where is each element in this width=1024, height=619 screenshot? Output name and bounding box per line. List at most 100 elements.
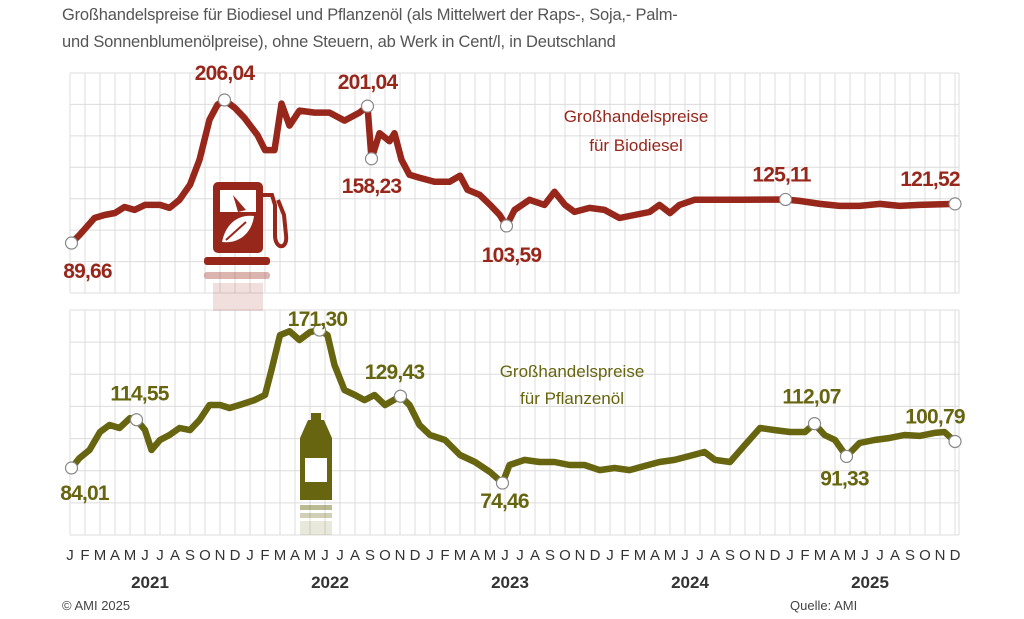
annotation-marker	[217, 93, 232, 107]
annotation-marker	[839, 449, 854, 464]
x-tick-label: J	[426, 547, 434, 564]
x-tick-label: F	[80, 547, 89, 564]
x-tick-label: O	[379, 547, 391, 564]
x-year-label: 2021	[131, 573, 169, 592]
x-tick-label: M	[484, 547, 497, 564]
annotation-marker	[778, 192, 793, 207]
data-label: 171,30	[288, 308, 348, 331]
x-tick-label: J	[696, 547, 704, 564]
x-tick-label: O	[919, 547, 931, 564]
series-label-pflanzenoel-line2: für Pflanzenöl	[520, 389, 624, 408]
annotation-marker	[807, 417, 822, 431]
x-tick-label: J	[861, 547, 869, 564]
x-tick-label: A	[110, 547, 120, 564]
x-tick-label: O	[739, 547, 751, 564]
x-tick-label: D	[230, 547, 241, 564]
annotation-markers: 89,66 206,04 201,04 158,23 103,59 125,11 121,5…	[60, 62, 965, 513]
x-tick-label: M	[454, 547, 467, 564]
x-tick-label: F	[800, 547, 809, 564]
x-tick-label: N	[395, 547, 406, 564]
x-tick-label: N	[215, 547, 226, 564]
x-tick-label: S	[905, 547, 915, 564]
x-tick-label: M	[124, 547, 137, 564]
x-tick-label: S	[365, 547, 375, 564]
pflanzenoel-price-line	[68, 326, 959, 487]
x-tick-label: J	[246, 547, 254, 564]
data-label: 201,04	[338, 71, 399, 94]
annotation-marker	[499, 219, 514, 233]
x-tick-label: A	[830, 547, 840, 564]
annotation-marker	[64, 236, 79, 250]
x-tick-label: A	[350, 547, 360, 564]
data-label: 114,55	[110, 383, 169, 406]
data-label: 91,33	[820, 467, 869, 490]
annotation-marker	[393, 389, 408, 403]
x-year-label: 2023	[491, 573, 529, 592]
data-label: 112,07	[782, 386, 840, 409]
x-tick-label: J	[141, 547, 149, 564]
x-tick-label: M	[844, 547, 857, 564]
data-label: 125,11	[752, 163, 811, 186]
x-tick-label: N	[935, 547, 946, 564]
x-tick-label: D	[590, 547, 601, 564]
x-tick-label: J	[786, 547, 794, 564]
x-year-label: 2025	[851, 573, 889, 592]
oil-bottle-icon	[300, 413, 332, 535]
series-label-biodiesel-line2: für Biodiesel	[589, 136, 683, 155]
x-tick-label: A	[170, 547, 180, 564]
x-tick-label: S	[545, 547, 555, 564]
fuel-pump-leaf-icon	[204, 182, 289, 311]
x-tick-label: A	[890, 547, 900, 564]
series-label-pflanzenoel-line1: Großhandelspreise	[500, 362, 645, 381]
x-tick-label: D	[770, 547, 781, 564]
x-tick-label: J	[516, 547, 524, 564]
annotation-marker	[129, 413, 144, 427]
chart-title-line2: und Sonnenblumenölpreise), ohne Steuern,…	[62, 33, 616, 51]
x-tick-label: F	[440, 547, 449, 564]
data-label: 100,79	[905, 405, 965, 428]
x-tick-label: J	[321, 547, 329, 564]
x-tick-label: O	[559, 547, 571, 564]
annotation-marker	[364, 152, 379, 166]
x-tick-label: J	[501, 547, 509, 564]
grid	[69, 72, 960, 536]
x-tick-label: M	[274, 547, 287, 564]
x-tick-label: M	[814, 547, 827, 564]
annotation-marker	[312, 323, 327, 337]
data-label: 74,46	[480, 490, 529, 513]
chart-title-line1: Großhandelspreise für Biodiesel und Pfla…	[62, 6, 678, 24]
x-tick-label: A	[710, 547, 720, 564]
x-tick-label: J	[66, 547, 74, 564]
x-tick-label: D	[950, 547, 961, 564]
x-tick-label: N	[575, 547, 586, 564]
source-note: Quelle: AMI	[790, 598, 858, 613]
x-tick-label: M	[304, 547, 317, 564]
x-tick-label: M	[664, 547, 677, 564]
x-tick-label: N	[755, 547, 766, 564]
data-label: 103,59	[482, 244, 542, 267]
x-year-label: 2022	[311, 573, 349, 592]
annotation-marker	[948, 197, 962, 211]
x-tick-label: J	[876, 547, 884, 564]
x-tick-label: M	[634, 547, 647, 564]
x-tick-label: A	[290, 547, 300, 564]
x-tick-label: F	[620, 547, 629, 564]
data-label: 121,52	[900, 168, 960, 191]
x-year-label: 2024	[671, 573, 709, 592]
x-tick-label: S	[185, 547, 195, 564]
data-label: 84,01	[60, 482, 110, 505]
x-tick-label: D	[410, 547, 421, 564]
x-tick-label: S	[725, 547, 735, 564]
x-tick-label: J	[681, 547, 689, 564]
series-lines	[68, 96, 959, 487]
x-tick-label: F	[260, 547, 269, 564]
x-tick-label: A	[650, 547, 660, 564]
annotation-marker	[495, 476, 510, 490]
series-label-biodiesel-line1: Großhandelspreise	[564, 107, 709, 126]
data-label: 129,43	[365, 361, 425, 384]
annotation-marker	[64, 461, 79, 475]
annotation-marker	[360, 99, 375, 113]
data-label: 206,04	[195, 62, 256, 85]
